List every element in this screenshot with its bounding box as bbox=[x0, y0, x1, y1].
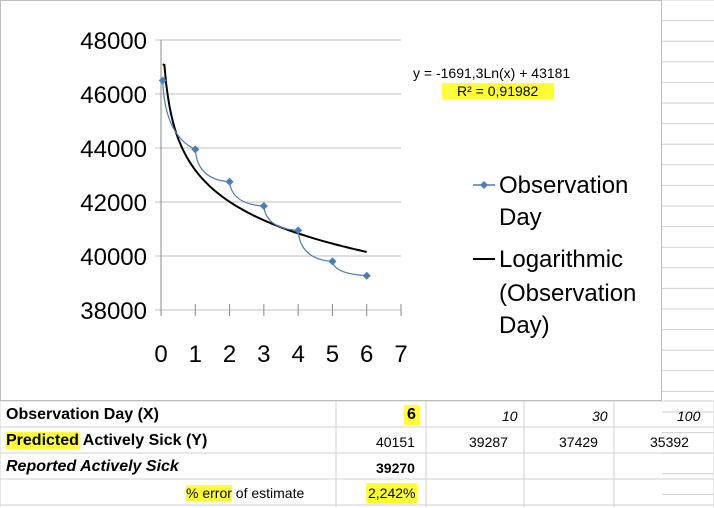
x-tick-label: 0 bbox=[154, 341, 167, 368]
y-tick-label: 48000 bbox=[80, 28, 147, 55]
chart-tick-labels: 38000 40000 42000 44000 46000 48000 0 1 2 3 4 5 6 7 bbox=[80, 28, 407, 368]
row2-value-35392[interactable]: 35392 bbox=[650, 434, 689, 450]
series-line-observation-day bbox=[162, 80, 367, 277]
x-tick-label: 2 bbox=[223, 341, 236, 368]
row2-value-37429[interactable]: 37429 bbox=[559, 434, 598, 450]
row3-value-39270[interactable]: 39270 bbox=[376, 460, 415, 476]
row2-label[interactable]: Predicted Actively Sick (Y) bbox=[6, 431, 207, 451]
legend[interactable]: Observation Day Logarithmic (Observation… bbox=[473, 172, 636, 339]
x-tick-label: 1 bbox=[189, 341, 202, 368]
row3-label[interactable]: Reported Actively Sick bbox=[6, 458, 179, 475]
row4-label-rest: of estimate bbox=[231, 485, 305, 501]
y-tick-label: 40000 bbox=[80, 244, 147, 271]
x-tick-label: 4 bbox=[291, 341, 304, 368]
chart-axes bbox=[160, 40, 402, 316]
row1-value-10[interactable]: 10 bbox=[502, 408, 518, 424]
data-point-observation-day bbox=[191, 145, 200, 154]
row1-label[interactable]: Observation Day (X) bbox=[6, 406, 159, 423]
row1-value-6[interactable]: 6 bbox=[404, 405, 419, 425]
r2-highlight bbox=[442, 83, 554, 99]
trendline-logarithmic bbox=[162, 63, 367, 253]
data-point-observation-day bbox=[158, 76, 167, 85]
data-point-observation-day bbox=[294, 226, 303, 235]
data-point-observation-day bbox=[225, 177, 234, 186]
x-tick-label: 7 bbox=[394, 341, 407, 368]
row2-label-predicted: Predicted bbox=[6, 432, 79, 449]
x-tick-label: 6 bbox=[360, 341, 373, 368]
row1-value-30[interactable]: 30 bbox=[592, 408, 608, 424]
row4-value-error[interactable]: 2,242% bbox=[366, 483, 418, 503]
y-tick-label: 46000 bbox=[80, 82, 147, 109]
row2-value-40151[interactable]: 40151 bbox=[376, 434, 415, 450]
y-tick-label: 42000 bbox=[80, 190, 147, 217]
trendline-equation: y = -1691,3Ln(x) + 43181 bbox=[413, 65, 570, 81]
row4-label[interactable]: % error of estimate bbox=[186, 483, 304, 503]
trendline-r2: R² = 0,91982 bbox=[457, 83, 539, 99]
legend-marker-diamond bbox=[480, 181, 488, 189]
legend-label-observation-day-1: Observation bbox=[499, 172, 628, 199]
y-tick-label: 44000 bbox=[80, 136, 147, 163]
x-tick-label: 5 bbox=[326, 341, 339, 368]
legend-label-observation-day-2: Day bbox=[499, 204, 542, 231]
legend-label-logarithmic-2: (Observation bbox=[499, 280, 636, 307]
chart-area[interactable]: 38000 40000 42000 44000 46000 48000 0 1 2 3 4 5 6 7 y… bbox=[0, 0, 662, 401]
row4-label-error: % error bbox=[186, 485, 232, 501]
data-point-observation-day bbox=[259, 202, 268, 211]
legend-label-logarithmic-3: Day) bbox=[499, 312, 550, 339]
series-points-observation-day bbox=[158, 76, 371, 280]
y-tick-label: 38000 bbox=[80, 298, 147, 325]
chart-plot: 38000 40000 42000 44000 46000 48000 0 1 2 3 4 5 6 7 y… bbox=[80, 28, 636, 368]
data-point-observation-day bbox=[362, 271, 371, 280]
x-tick-label: 3 bbox=[257, 341, 270, 368]
chart-gridlines bbox=[155, 39, 401, 311]
row2-value-39287[interactable]: 39287 bbox=[469, 434, 508, 450]
legend-label-logarithmic-1: Logarithmic bbox=[499, 246, 623, 273]
row1-value-100[interactable]: 100 bbox=[677, 408, 701, 424]
data-point-observation-day bbox=[328, 257, 337, 266]
row2-label-rest: Actively Sick (Y) bbox=[78, 432, 208, 449]
